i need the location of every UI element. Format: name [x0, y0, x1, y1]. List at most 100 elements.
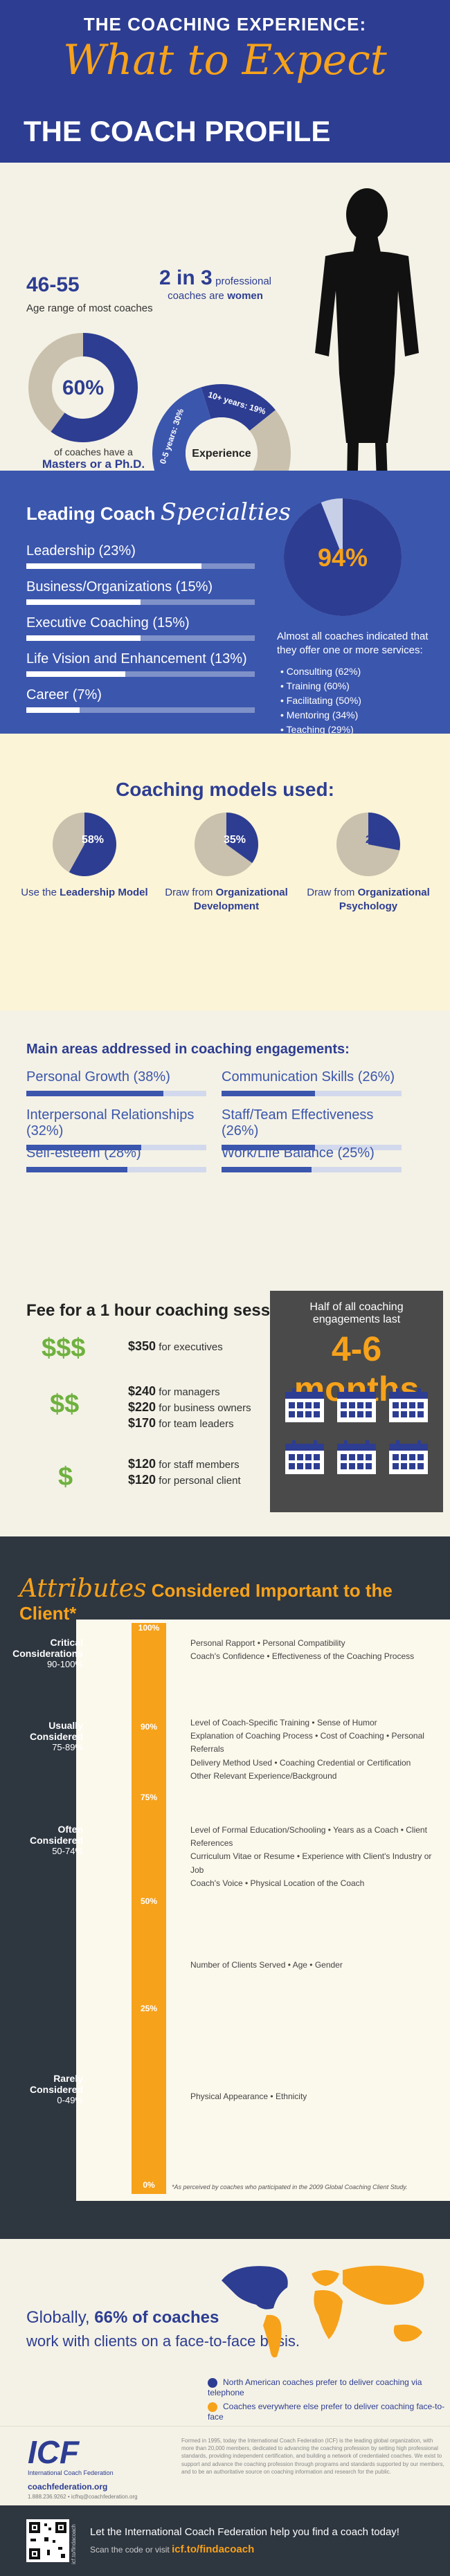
- attribute-line: Number of Clients Served • Age • Gender: [190, 1960, 343, 1970]
- find-a-coach-link[interactable]: icf.to/findacoach: [172, 2543, 255, 2555]
- dollar-sign-icon: $$$: [42, 1334, 86, 1363]
- fee-text: for executives: [159, 1341, 223, 1353]
- model-percent: 35%: [224, 834, 246, 846]
- models-section: Coaching models used: 58% Use the Leaders…: [0, 734, 450, 1010]
- age-range: 46-55: [26, 273, 80, 296]
- services-caption: Almost all coaches indicated that they o…: [277, 631, 429, 656]
- coach-silhouette-icon: [315, 188, 419, 471]
- attribute-group: Physical Appearance • Ethnicity: [190, 2090, 447, 2103]
- global-line-1-plain: Globally,: [26, 2308, 90, 2327]
- scale-tick: 0%: [143, 2180, 155, 2190]
- attribute-category-range: 75-89%: [52, 1742, 83, 1752]
- attribute-category: Rarely Considered 0-49%: [7, 2073, 83, 2105]
- engagement-length-panel: Half of all coaching engagements last 4-…: [270, 1291, 443, 1512]
- world-map-icon: [222, 2265, 424, 2358]
- specialty-label: Executive Coaching (15%): [26, 615, 190, 631]
- header-subtitle: THE COACHING EXPERIENCE:: [83, 14, 367, 35]
- service-item: • Mentoring (34%): [280, 709, 359, 720]
- scale-tick: 100%: [138, 1623, 160, 1633]
- qr-code-icon[interactable]: [26, 2519, 69, 2562]
- dollar-sign-icon: $: [58, 1462, 73, 1491]
- model-caption-bold: Leadership Model: [60, 887, 148, 898]
- specialty-item: Executive Coaching (15%): [26, 615, 255, 641]
- icf-url-link[interactable]: coachfederation.org: [28, 2482, 108, 2492]
- specialty-bar: [26, 599, 255, 605]
- area-bar-fill: [222, 1091, 316, 1096]
- model-item: 28% Draw from Organizational Psychology: [299, 810, 438, 913]
- calendar-icon: [337, 1440, 376, 1474]
- model-caption-plain: Use the: [21, 887, 57, 898]
- specialty-label: Business/Organizations (15%): [26, 579, 213, 595]
- attribute-line: Physical Appearance • Ethnicity: [190, 2092, 307, 2101]
- attributes-title-rest: Considered Important to the Client*: [19, 1580, 393, 1624]
- model-percent: 28%: [366, 834, 388, 846]
- area-item: Work/Life Balance (25%): [222, 1145, 402, 1172]
- attributes-footnote: *As perceived by coaches who participate…: [172, 2184, 408, 2190]
- fee-amount: $120: [128, 1473, 156, 1487]
- attribute-line: Coach's Confidence • Effectiveness of th…: [190, 1651, 415, 1662]
- specialty-item: Life Vision and Enhancement (13%): [26, 651, 255, 677]
- model-caption: Use the Leadership Model: [15, 886, 154, 900]
- specialties-title-prefix: Leading Coach: [26, 503, 156, 524]
- profile-band: THE COACH PROFILE: [0, 97, 450, 163]
- attribute-line: Coach's Voice • Physical Location of the…: [190, 1878, 365, 1888]
- fee-line: $350 for executives: [128, 1339, 223, 1354]
- specialties-section: Leading Coach Specialties Leadership (23…: [0, 471, 450, 734]
- model-caption: Draw from Organizational Development: [157, 886, 296, 913]
- area-bar-fill: [222, 1167, 312, 1172]
- attribute-group: Number of Clients Served • Age • Gender: [190, 1959, 447, 1972]
- fee-line: $240 for managers: [128, 1384, 220, 1399]
- attributes-scale-bar: [132, 1623, 166, 2194]
- area-item: Communication Skills (26%): [222, 1069, 402, 1096]
- model-caption: Draw from Organizational Psychology: [299, 886, 438, 913]
- specialty-label: Career (7%): [26, 687, 102, 702]
- dollar-sign-icon: $$: [50, 1390, 80, 1419]
- service-item: • Facilitating (50%): [280, 695, 361, 706]
- area-bar: [222, 1145, 402, 1150]
- attribute-group: Personal Rapport • Personal Compatibilit…: [190, 1637, 447, 1663]
- footer-line-2-plain: Scan the code or visit: [90, 2545, 170, 2555]
- attributes-section: Attributes Considered Important to the C…: [0, 1536, 450, 2239]
- services-pie: 94%: [284, 498, 402, 616]
- attribute-category-range: 90-100%: [46, 1659, 83, 1669]
- specialty-item: Career (7%): [26, 687, 255, 713]
- area-bar: [26, 1167, 206, 1172]
- attribute-group: Level of Coach-Specific Training • Sense…: [190, 1716, 447, 1783]
- specialty-label: Leadership (23%): [26, 543, 136, 559]
- masters-caption-2: Masters or a Ph.D.: [42, 457, 145, 471]
- calendar-icon: [285, 1388, 324, 1422]
- specialty-item: Leadership (23%): [26, 543, 255, 569]
- specialty-bar: [26, 635, 255, 641]
- areas-section: Main areas addressed in coaching engagem…: [0, 1010, 450, 1273]
- attribute-category: Critical Considerations 90-100%: [7, 1637, 83, 1669]
- fee-line: $220 for business owners: [128, 1400, 251, 1415]
- attribute-category-name: Often Considered: [29, 1824, 83, 1846]
- attribute-line: Other Relevant Experience/Background: [190, 1770, 337, 1781]
- fee-amount: $350: [128, 1339, 156, 1353]
- calendar-icon: [337, 1388, 376, 1422]
- footer: icf.to/findacoach Let the International …: [0, 2505, 450, 2576]
- area-label: Personal Growth (38%): [26, 1069, 170, 1085]
- fee-line: $120 for staff members: [128, 1457, 240, 1471]
- model-item: 35% Draw from Organizational Development: [157, 810, 296, 913]
- area-label: Staff/Team Effectiveness (26%): [222, 1107, 374, 1139]
- specialty-bar-fill: [26, 707, 80, 713]
- area-bar-fill: [26, 1145, 142, 1150]
- attribute-category: Often Considered 50-74%: [7, 1824, 83, 1856]
- attribute-group: Level of Formal Education/Schooling • Ye…: [190, 1824, 447, 1890]
- experience-segment: [201, 384, 276, 431]
- specialty-bar-fill: [26, 635, 141, 641]
- icf-logo: ICF: [28, 2434, 80, 2470]
- experience-donut: 10+ years: 19%5+ years: 51%0-5 years: 30…: [152, 384, 291, 471]
- attribute-category-name: Usually Considered: [29, 1720, 83, 1742]
- specialty-bar-fill: [26, 599, 141, 605]
- footer-side-url: icf.to/findacoach: [71, 2524, 77, 2564]
- global-section: Globally, 66% of coaches work with clien…: [0, 2239, 450, 2426]
- attribute-line: Personal Rapport • Personal Compatibilit…: [190, 1638, 345, 1648]
- fee-amount: $120: [128, 1457, 156, 1471]
- model-caption-plain: Draw from: [307, 887, 355, 898]
- model-percent: 58%: [82, 834, 104, 846]
- experience-segment: [249, 410, 291, 471]
- attribute-category-range: 0-49%: [57, 2095, 83, 2105]
- fee-amount: $220: [128, 1400, 156, 1414]
